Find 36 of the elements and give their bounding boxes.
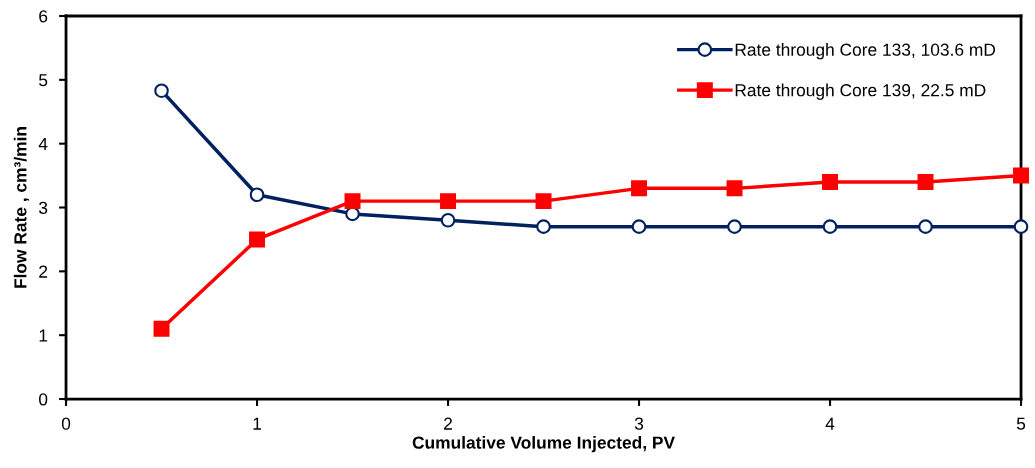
point [822, 219, 838, 234]
point [154, 83, 169, 98]
point [440, 193, 457, 210]
x-tick-label: 5 [1016, 417, 1026, 430]
point [440, 212, 456, 228]
y-axis-title: Flow Rate , cm³/min [13, 127, 30, 288]
y-tick-label: 1 [39, 329, 48, 342]
point [249, 187, 265, 203]
point [918, 219, 933, 234]
point [153, 320, 170, 337]
y-tick-label: 4 [38, 138, 48, 150]
x-axis-title: Cumulative Volume Injected, PV [412, 436, 675, 453]
point [727, 219, 742, 234]
point [536, 219, 551, 234]
point [726, 180, 743, 197]
y-tick-label: 2 [39, 265, 48, 278]
x-tick-label: 3 [634, 417, 644, 430]
x-tick-label: 0 [61, 417, 71, 430]
point [344, 193, 361, 210]
y-tick-label: 3 [38, 201, 48, 214]
point [631, 219, 647, 234]
legend-label: Rate through Core 133, 103.6 mD [735, 43, 996, 60]
point [535, 193, 552, 210]
point [917, 173, 934, 190]
x-tick-label: 2 [444, 417, 452, 430]
x-tick-label: 4 [825, 417, 835, 430]
point [249, 231, 266, 248]
x-tick-label: 1 [253, 417, 262, 430]
point [1013, 167, 1030, 184]
legend-label: Rate through Core 139, 22.5 mD [735, 83, 986, 100]
point [1013, 219, 1029, 234]
point [631, 180, 648, 197]
y-tick-label: 6 [39, 10, 48, 23]
y-tick-label: 5 [39, 74, 48, 87]
point [822, 173, 839, 190]
y-tick-label: 0 [39, 393, 48, 406]
